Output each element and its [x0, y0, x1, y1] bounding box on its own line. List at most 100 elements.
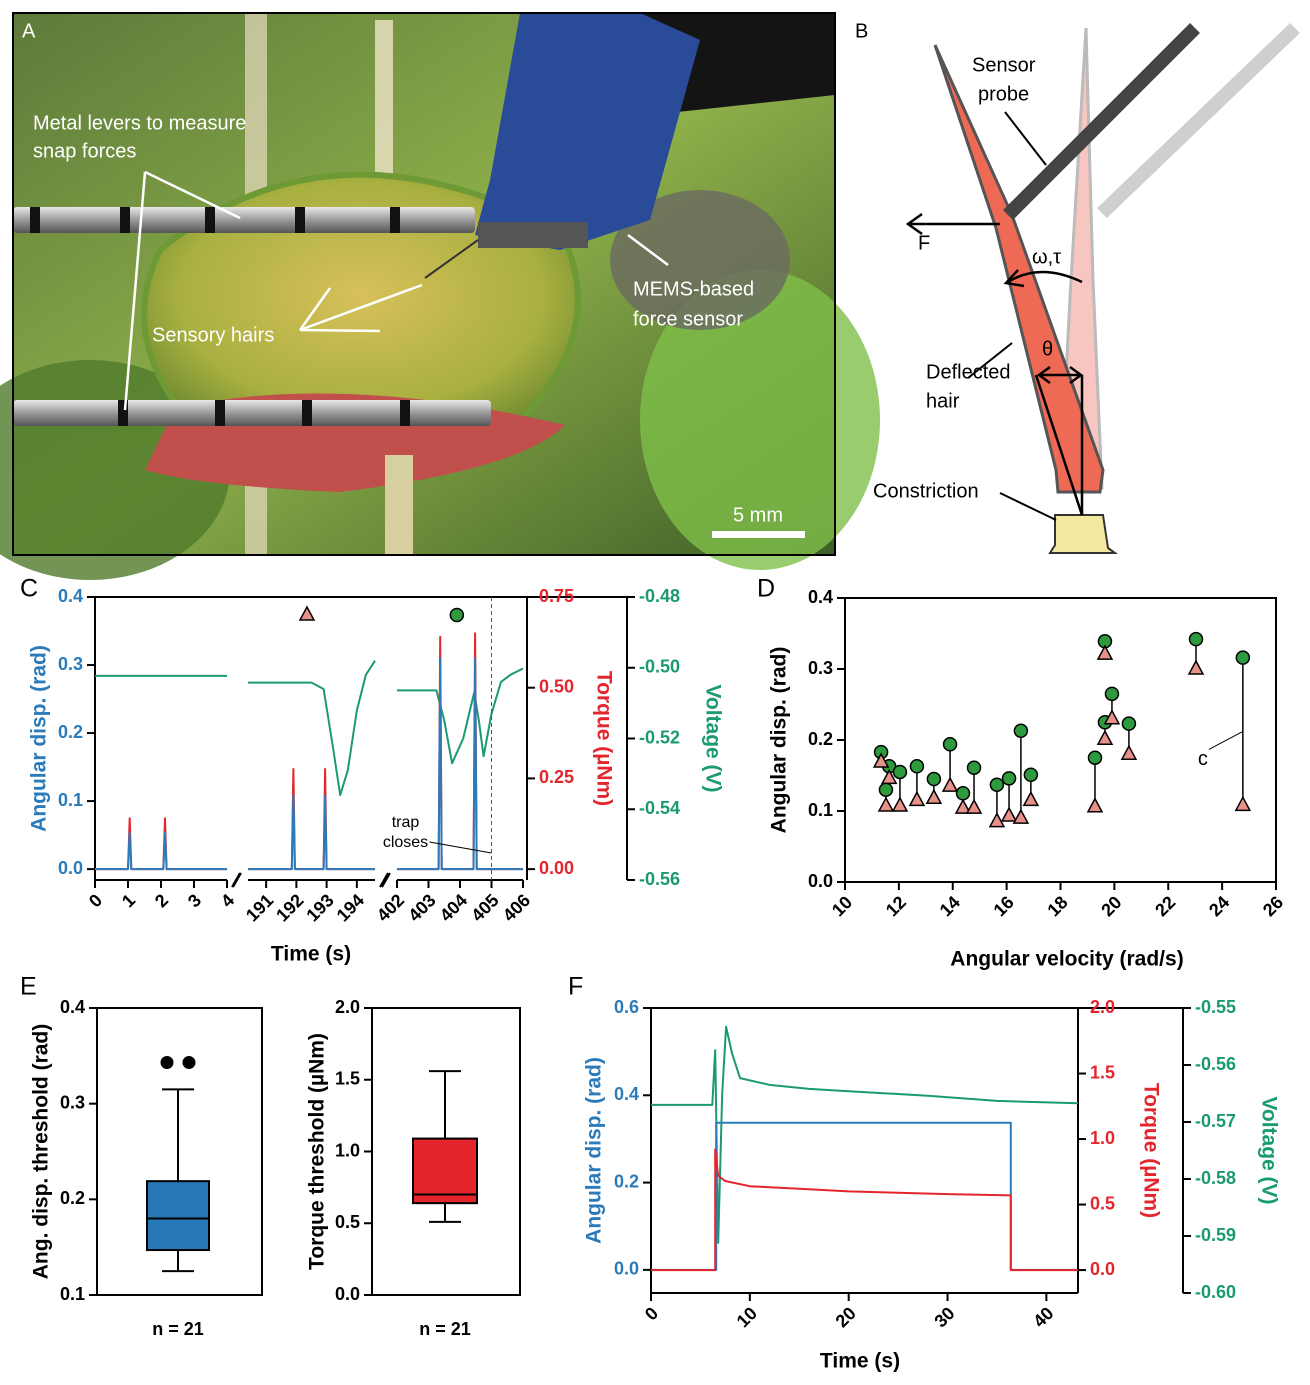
axis-break: [379, 872, 391, 888]
point: [880, 768, 898, 785]
leader: [999, 492, 1057, 521]
angular-arc: [1007, 270, 1083, 284]
y-tick-label: 1.0: [335, 1140, 360, 1160]
panel-letter: E: [20, 973, 37, 1001]
y-tick-label: -0.55: [1195, 997, 1236, 1017]
point: [1188, 631, 1204, 647]
x-tick-label: 403: [404, 890, 439, 925]
series-line: [248, 660, 376, 797]
series-line: [397, 667, 524, 765]
lever-mark: [302, 400, 312, 426]
y-tick-label: 0.2: [808, 729, 833, 749]
lever-mark: [118, 400, 128, 426]
arrow-head: [1036, 365, 1084, 385]
frame: [96, 1007, 263, 1296]
y-tick-label: -0.60: [1195, 1282, 1236, 1302]
y-tick-label: -0.50: [639, 657, 680, 677]
point: [1000, 806, 1018, 822]
leader: [123, 171, 147, 411]
x-tick-label: 0: [85, 890, 106, 911]
leader: [144, 170, 241, 220]
x-tick-label: 402: [373, 890, 408, 925]
series-line: [95, 817, 227, 871]
y-tick-label: 0.00: [539, 858, 574, 878]
point: [878, 782, 894, 797]
point: [908, 790, 926, 807]
point: [909, 759, 925, 774]
y-tick-label: 1.0: [1090, 1128, 1115, 1148]
probe-rest: [1097, 22, 1300, 219]
lever-mark: [295, 207, 305, 233]
y-tick-label: -0.48: [639, 586, 680, 606]
leader: [627, 234, 669, 266]
leader: [429, 841, 492, 854]
y-tick-label: -0.52: [639, 727, 680, 747]
point: [1121, 716, 1137, 731]
axis-title: Torque (µNm): [1139, 1083, 1162, 1218]
x-tick-label: 1: [118, 890, 139, 911]
axis-title: Angular disp. (rad): [28, 645, 51, 832]
hair-base: [1048, 514, 1119, 554]
point: [954, 798, 972, 814]
label: force sensor: [633, 308, 743, 330]
y-tick-label: 0.6: [614, 997, 639, 1017]
panel-letter: F: [568, 973, 583, 1001]
frame: [844, 597, 1277, 883]
annotation: c: [1198, 748, 1208, 770]
x-axis-title: Time (s): [271, 943, 351, 966]
point: [1022, 790, 1040, 807]
y-tick-label: 0.0: [335, 1284, 360, 1304]
x-tick-label: 10: [828, 892, 856, 920]
point: [1235, 650, 1251, 665]
y-tick-label: 0.50: [539, 676, 574, 696]
axis-title: Voltage (V): [1257, 1096, 1280, 1204]
y-tick-label: -0.54: [639, 798, 680, 818]
leaf: [640, 270, 880, 570]
label: ω,τ: [1032, 246, 1061, 268]
y-tick-label: 0.1: [58, 790, 83, 810]
lever-marks: [118, 400, 410, 426]
axis-title: Angular disp. (rad): [583, 1057, 606, 1244]
x-tick-label: 22: [1151, 892, 1179, 920]
axis-break: [231, 872, 242, 888]
label: snap forces: [33, 140, 136, 162]
point: [965, 798, 983, 814]
panel-letter: C: [20, 575, 38, 603]
series-line: [651, 1025, 1079, 1244]
y-tick-label: 0.4: [60, 997, 85, 1017]
x-tick-label: 20: [832, 1303, 860, 1331]
y-tick-label: 0.5: [1090, 1193, 1115, 1213]
axis-title: Torque threshold (µNm): [306, 1033, 329, 1270]
lever-mark: [215, 400, 225, 426]
y-tick-label: 0.3: [808, 658, 833, 678]
outlier: [182, 1056, 196, 1070]
probe: [424, 239, 479, 279]
y-tick-label: 0.0: [614, 1259, 639, 1279]
label: θ: [1042, 338, 1053, 360]
x-tick-label: 14: [936, 892, 964, 920]
y-tick-label: -0.56: [639, 869, 680, 889]
y-tick-label: 0.4: [614, 1084, 639, 1104]
label: Constriction: [873, 480, 979, 502]
outlier: [160, 1056, 174, 1070]
mems-sensor: [478, 222, 588, 248]
point: [1012, 808, 1030, 824]
y-tick-label: 0.0: [808, 871, 833, 891]
x-label: n = 21: [152, 1319, 204, 1339]
label: Deflected: [926, 361, 1011, 383]
photo-frame: [12, 12, 836, 556]
x-tick-label: 3: [184, 890, 205, 911]
point: [988, 812, 1006, 828]
scale-label: 5 mm: [733, 504, 783, 526]
y-tick-label: 0.0: [1090, 1259, 1115, 1279]
angle-line: [1034, 374, 1084, 516]
lever-mark: [30, 207, 40, 233]
point: [1001, 771, 1017, 786]
label: Sensor: [972, 54, 1036, 76]
y-tick-label: 0.3: [58, 654, 83, 674]
charts: C0.00.10.20.30.40.000.250.500.75-0.56-0.…: [20, 575, 1287, 1373]
series-line: [248, 794, 375, 871]
x-tick-label: 404: [436, 890, 471, 925]
